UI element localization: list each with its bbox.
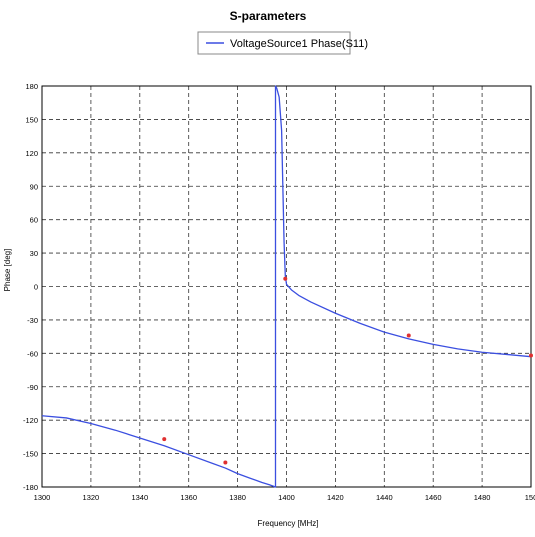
legend-box [197,31,351,55]
y-tick-label: 150 [25,115,38,124]
x-tick-label: 1400 [278,493,295,502]
axes: 1300 1320 1340 1360 1380 1400 1420 1440 1460 1480… [23,82,535,502]
x-tick-label: 1440 [376,493,393,502]
y-tick-label: -180 [23,483,38,492]
y-axis-label: Phase [deg] [3,249,12,292]
x-axis-label: Frequency [MHz] [258,519,319,528]
y-tick-label: -30 [27,316,38,325]
y-tick-label: -90 [27,383,38,392]
y-tick-label: -120 [23,416,38,425]
y-tick-label: -60 [27,349,38,358]
x-tick-label: 1460 [425,493,442,502]
y-tick-label: 120 [25,149,38,158]
y-tick-label: 0 [34,283,38,292]
grid [42,86,531,487]
x-tick-label: 1480 [474,493,491,502]
marker-layer [162,276,533,465]
x-tick-label: 150 [525,493,535,502]
data-marker [223,460,228,465]
x-tick-label: 1300 [34,493,51,502]
series-layer [41,85,532,488]
series-line [41,85,532,488]
data-marker [406,333,411,338]
data-marker [529,353,533,358]
legend-series-label: VoltageSource1 Phase(S11) [230,38,368,50]
y-tick-label: 90 [30,182,38,191]
data-marker [283,276,288,281]
legend: VoltageSource1 Phase(S11) [197,31,368,55]
y-tick-label: 180 [25,82,38,91]
y-tick-label: 30 [30,249,38,258]
data-marker [162,437,167,442]
y-tick-label: -150 [23,450,38,459]
x-tick-label: 1340 [131,493,148,502]
x-tick-label: 1420 [327,493,344,502]
x-tick-label: 1360 [180,493,197,502]
x-tick-label: 1320 [83,493,100,502]
y-tick-label: 60 [30,216,38,225]
x-tick-label: 1380 [229,493,246,502]
chart-title: S-parameters [230,9,307,23]
plot-frame [41,85,532,488]
